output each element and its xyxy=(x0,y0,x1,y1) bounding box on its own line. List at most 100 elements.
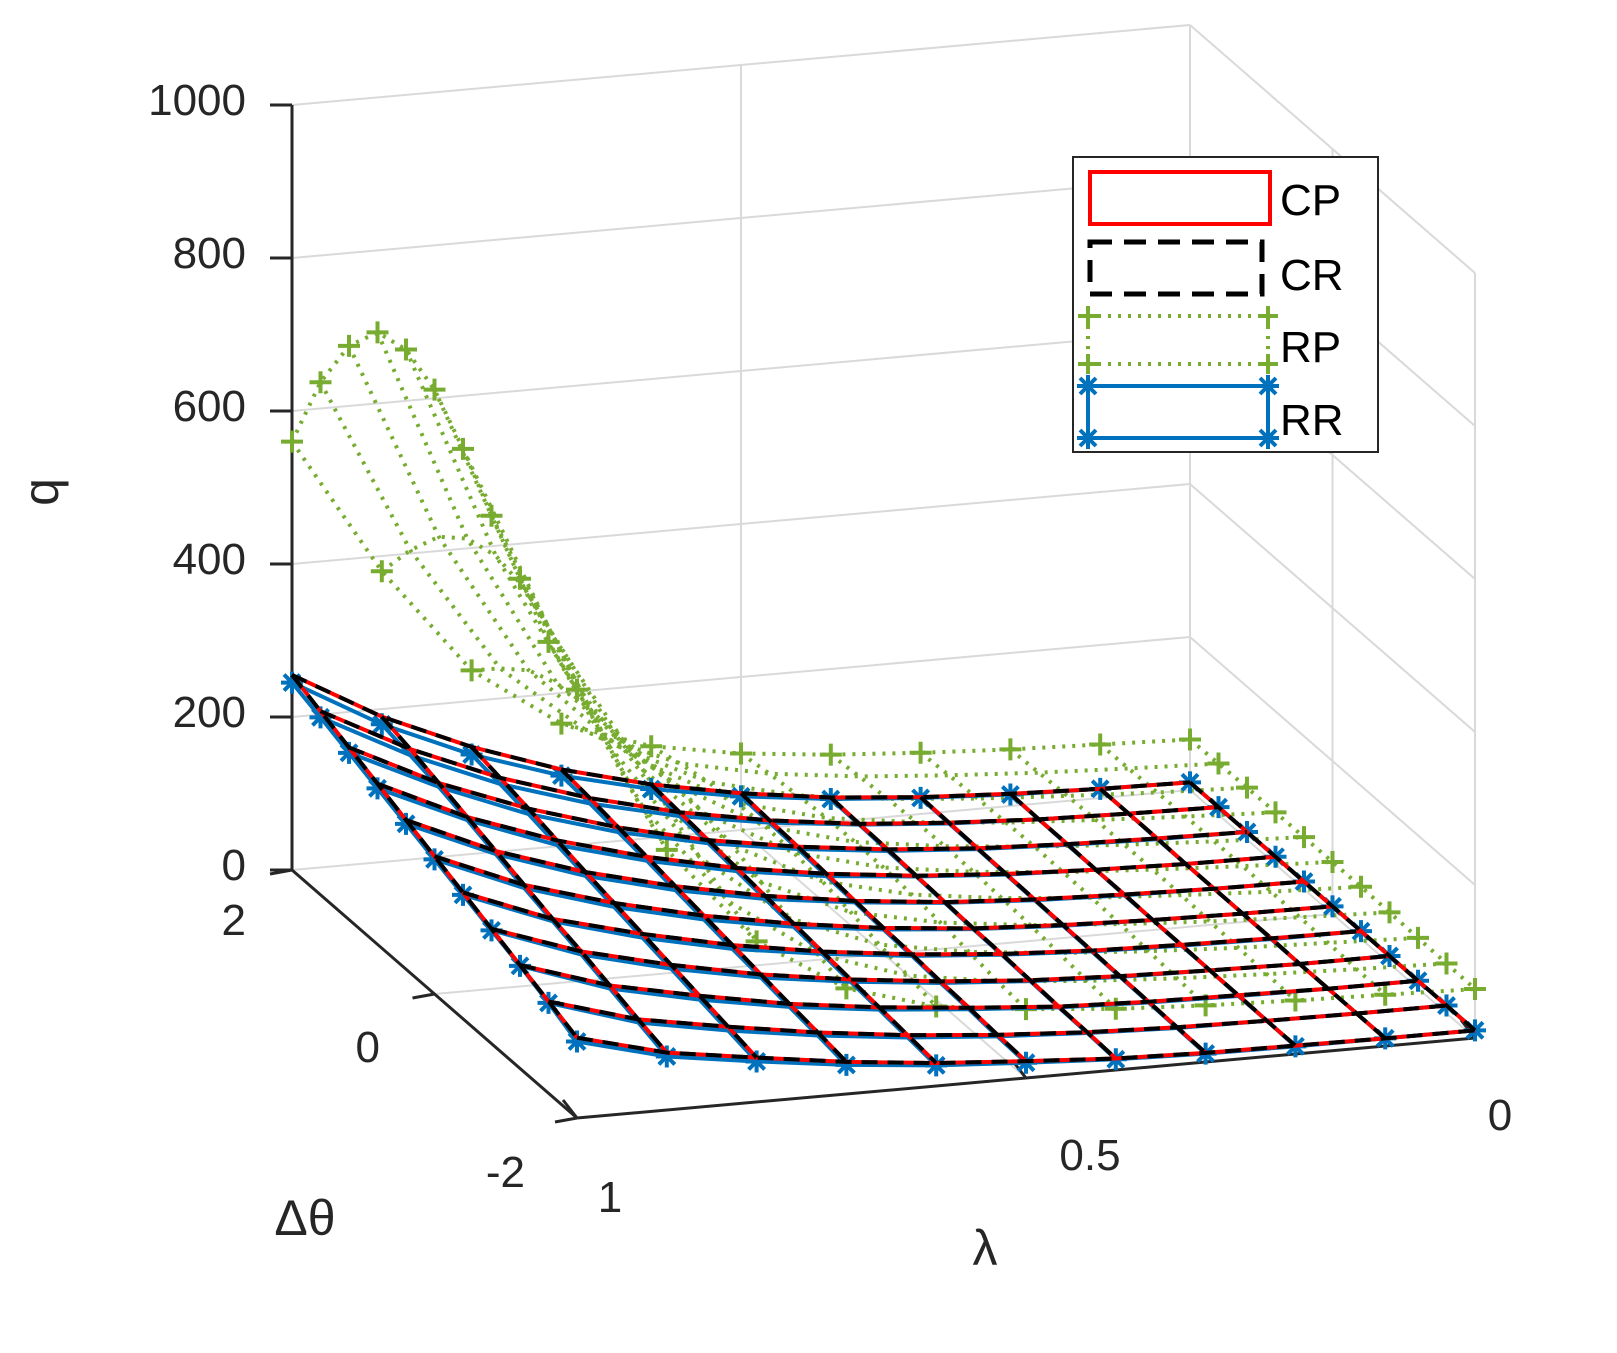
legend: CP CR RP RR xyxy=(1072,156,1379,453)
data-point-rr xyxy=(655,1045,678,1068)
axes xyxy=(269,103,1477,1124)
surface-line-cr xyxy=(576,1028,1476,1066)
x-tick-label: 0 xyxy=(1488,1091,1512,1140)
surface-line-cr xyxy=(1009,792,1297,1048)
surface-cr xyxy=(290,673,1477,1066)
surface-line-rp xyxy=(404,348,1305,849)
z-tick-label: 800 xyxy=(173,229,246,278)
z-tick-label: 400 xyxy=(173,535,246,584)
y-axis-label: Δθ xyxy=(274,1190,335,1246)
z-tick-label: 0 xyxy=(222,841,246,890)
legend-label-rp: RP xyxy=(1280,323,1341,372)
data-point-rr xyxy=(550,764,573,787)
y-tick-mark xyxy=(412,992,435,1000)
data-point-rp xyxy=(819,743,842,766)
y-tick-mark xyxy=(554,1116,578,1124)
surface-line-cr xyxy=(548,999,1447,1038)
surface-line-cr xyxy=(433,854,1333,931)
surface-line-rp xyxy=(471,666,759,943)
data-point-rr xyxy=(835,1053,858,1076)
data-point-rp xyxy=(1264,801,1287,824)
data-point-rp xyxy=(395,338,417,361)
x-tick-mark xyxy=(561,1099,579,1119)
data-point-rp xyxy=(1089,733,1112,756)
data-point-rp xyxy=(423,378,446,401)
legend-swatch-cp xyxy=(1088,170,1272,226)
y-tick-label: 2 xyxy=(222,896,246,945)
data-point-rp xyxy=(730,742,752,765)
data-point-rr xyxy=(309,706,332,729)
data-point-rp xyxy=(452,437,474,460)
data-point-rp xyxy=(1435,952,1458,975)
surface-line-rp xyxy=(1188,737,1477,991)
y-tick-label: 0 xyxy=(356,1023,380,1072)
surfaces xyxy=(281,321,1486,1077)
data-point-rp xyxy=(909,741,932,764)
surface-line-cr xyxy=(348,745,1248,852)
surface-line-cr xyxy=(649,783,938,1065)
data-point-rp xyxy=(370,560,393,583)
surface-line-cr xyxy=(491,926,1390,984)
data-point-rp xyxy=(460,659,483,682)
data-point-rr xyxy=(566,1030,588,1053)
data-point-rp xyxy=(550,712,573,735)
data-point-rr xyxy=(395,812,417,835)
y-tick-mark xyxy=(269,868,293,876)
z-axis-label: q xyxy=(13,478,69,506)
data-point-rr xyxy=(460,743,483,766)
legend-box xyxy=(1072,156,1379,453)
x-tick-label: 0.5 xyxy=(1059,1131,1120,1180)
data-point-rp xyxy=(1374,983,1397,1006)
surface-line-cr xyxy=(559,768,848,1064)
y-tick-label: -2 xyxy=(486,1148,525,1197)
surface-line-rp xyxy=(739,751,1028,1011)
legend-label-rr: RR xyxy=(1280,396,1344,445)
data-point-rr xyxy=(640,778,663,801)
data-point-rp xyxy=(566,678,588,701)
legend-label-cp: CP xyxy=(1280,176,1341,225)
data-point-rp xyxy=(338,334,360,357)
data-point-rr xyxy=(745,1050,768,1073)
data-point-rr xyxy=(925,1054,948,1077)
data-point-rp xyxy=(509,567,531,590)
data-point-rr xyxy=(370,713,393,736)
data-point-rp xyxy=(640,735,663,758)
data-point-rp xyxy=(1104,997,1127,1020)
legend-swatch-rp xyxy=(1078,306,1278,374)
data-point-rp xyxy=(281,430,303,453)
surface-line-rp xyxy=(1009,747,1297,1002)
data-point-rp xyxy=(537,630,560,653)
data-point-rp xyxy=(1407,926,1429,949)
surface-line-cr xyxy=(1188,780,1477,1032)
legend-swatch-rr xyxy=(1077,375,1279,449)
data-point-rr xyxy=(281,671,303,694)
surface-line-rp xyxy=(489,514,1390,928)
data-point-rp xyxy=(366,321,389,344)
data-point-rp xyxy=(1321,850,1344,873)
data-point-rr xyxy=(730,785,752,808)
surface-line-cr xyxy=(380,715,669,1054)
data-point-rp xyxy=(309,371,332,394)
z-tick-label: 200 xyxy=(173,688,246,737)
surface-line-rp xyxy=(432,388,1333,875)
surface-line-cr xyxy=(405,818,1305,905)
z-tick-label: 1000 xyxy=(148,76,246,125)
data-point-rp xyxy=(1179,728,1201,751)
surface-line-cr xyxy=(462,890,1362,957)
data-point-rp xyxy=(1293,826,1315,849)
surface-line-rp xyxy=(919,751,1207,1007)
data-point-rr xyxy=(366,777,389,800)
legend-label-cr: CR xyxy=(1280,251,1344,300)
data-point-rp xyxy=(1378,901,1401,924)
data-point-rp xyxy=(1350,875,1372,898)
surface-line-cr xyxy=(291,673,1191,800)
x-axis-label: λ xyxy=(973,1220,998,1276)
data-point-rp xyxy=(1236,776,1258,799)
surface-line-cr xyxy=(519,963,1419,1010)
surface-line-cr xyxy=(319,709,1219,826)
legend-swatch-cr xyxy=(1087,239,1265,297)
x-tick-label: 1 xyxy=(598,1173,622,1222)
data-point-rp xyxy=(1207,752,1230,775)
data-point-rp xyxy=(999,738,1022,761)
